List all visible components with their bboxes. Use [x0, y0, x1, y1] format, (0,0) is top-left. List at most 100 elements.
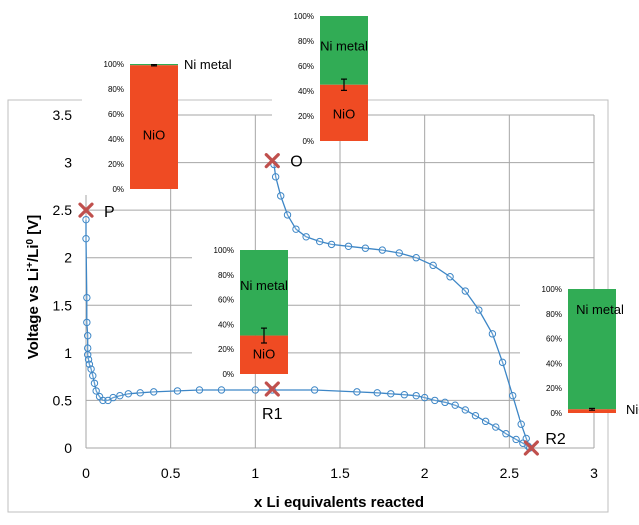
- data-point: [82, 234, 90, 243]
- data-point: [517, 420, 525, 428]
- data-point: [471, 411, 480, 420]
- nio-label: NiO: [626, 402, 639, 417]
- nio-segment: [130, 65, 178, 189]
- y-axis-label-superscript: +: [25, 262, 36, 268]
- data-point: [512, 435, 520, 444]
- nio-segment: [568, 409, 616, 413]
- data-point: [83, 318, 91, 327]
- inset-y-tick-label: 40%: [546, 359, 562, 368]
- y-axis-label: Voltage vs Li+/Li0 [V]: [25, 215, 42, 360]
- data-point: [292, 225, 300, 233]
- y-tick-label: 0: [64, 440, 72, 456]
- inset-y-tick-label: 40%: [218, 320, 234, 329]
- nio-segment: [320, 84, 368, 141]
- data-point: [378, 246, 387, 254]
- data-point: [412, 391, 420, 400]
- data-point: [92, 387, 100, 395]
- data-point: [82, 215, 90, 224]
- data-point: [217, 386, 226, 394]
- y-axis-label-part: Voltage vs Li: [25, 268, 42, 359]
- data-point: [502, 430, 510, 438]
- data-point: [283, 211, 292, 219]
- data-point: [327, 240, 336, 249]
- inset-bar-r1: 0% 20% 40% 60% 80% 100% Ni metal NiO: [192, 244, 288, 380]
- data-point: [116, 391, 124, 400]
- data-point: [400, 391, 409, 399]
- ni-metal-label: Ni metal: [240, 278, 288, 293]
- data-point: [492, 423, 500, 431]
- ni-metal-segment: [240, 250, 288, 336]
- data-point: [395, 249, 403, 257]
- marker-x-stroke: [78, 202, 94, 218]
- data-point: [420, 393, 429, 402]
- marker-x-stroke: [523, 440, 539, 456]
- data-point: [89, 371, 97, 380]
- inset-y-tick-label: 0%: [222, 370, 234, 379]
- data-point: [498, 358, 507, 367]
- tick-labels: 0 0.5 1 1.5 2 2.5 3 3.5 0 0.5 1 1.5 2 2.5 3: [53, 107, 599, 481]
- gridlines: [85, 114, 595, 449]
- data-point: [387, 390, 395, 398]
- inset-y-tick-label: 100%: [104, 60, 124, 69]
- data-point: [83, 344, 92, 352]
- y-axis-label-part: /Li: [25, 244, 42, 262]
- ni-metal-segment: [320, 16, 368, 85]
- data-point: [195, 386, 204, 394]
- ni-metal-label: Ni metal: [320, 39, 368, 54]
- y-tick-label: 1.5: [53, 297, 73, 313]
- inset-y-tick-label: 100%: [294, 12, 314, 21]
- y-tick-label: 0.5: [53, 392, 73, 408]
- inset-bar-r2: 0% 20% 40% 60% 80% 100% Ni metal NiO: [520, 283, 639, 419]
- inset-y-tick-label: 80%: [108, 85, 124, 94]
- nio-label: NiO: [143, 128, 165, 143]
- inset-tick-backdrop: [192, 244, 244, 380]
- inset-y-tick-label: 100%: [542, 285, 562, 294]
- y-axis-label-superscript: 0: [25, 238, 36, 244]
- data-point: [150, 388, 158, 396]
- data-point: [124, 390, 133, 398]
- ni-metal-label: Ni metal: [184, 57, 232, 72]
- inset-bar-p: 0% 20% 40% 60% 80% 100% Ni metal NiO: [82, 57, 232, 195]
- nio-label: NiO: [333, 107, 355, 122]
- data-point: [461, 287, 470, 295]
- y-tick-label: 3: [64, 155, 72, 171]
- ni-metal-label: Ni metal: [576, 302, 624, 317]
- data-point: [509, 391, 517, 400]
- data-point: [173, 387, 182, 395]
- data-point: [109, 393, 117, 402]
- data-point: [429, 261, 437, 270]
- data-point: [315, 237, 324, 246]
- data-point: [136, 389, 144, 397]
- x-tick-label: 0.5: [161, 465, 181, 481]
- x-tick-label: 2: [421, 465, 429, 481]
- data-point: [451, 401, 459, 409]
- inset-y-tick-label: 80%: [218, 271, 234, 280]
- nio-label: NiO: [253, 347, 275, 362]
- data-point: [83, 332, 92, 340]
- inset-tick-backdrop: [520, 283, 572, 419]
- inset-bar-charts: 0% 20% 40% 60% 80% 100% Ni metal NiO 0% 20% 40% 60%…: [82, 10, 639, 419]
- inset-y-tick-label: 20%: [108, 160, 124, 169]
- data-point: [488, 330, 497, 338]
- y-tick-label: 3.5: [53, 107, 73, 123]
- data-point: [90, 379, 99, 388]
- inset-y-tick-label: 20%: [546, 384, 562, 393]
- data-point: [83, 293, 91, 302]
- marker-x-stroke: [264, 381, 280, 397]
- y-tick-label: 2.5: [53, 202, 73, 218]
- inset-y-tick-label: 0%: [302, 137, 314, 146]
- inset-y-tick-label: 0%: [112, 185, 124, 194]
- data-point: [361, 244, 370, 252]
- data-point: [302, 233, 310, 241]
- inset-bar-o: 0% 20% 40% 60% 80% 100% Ni metal NiO: [272, 10, 368, 147]
- y-tick-label: 1: [64, 345, 72, 361]
- data-point: [271, 173, 280, 181]
- inset-y-tick-label: 60%: [218, 296, 234, 305]
- x-tick-label: 1: [251, 465, 259, 481]
- x-tick-label: 2.5: [500, 465, 520, 481]
- x-axis-label: x Li equivalents reacted: [254, 494, 424, 511]
- data-point: [461, 406, 470, 414]
- series-line: [85, 164, 531, 449]
